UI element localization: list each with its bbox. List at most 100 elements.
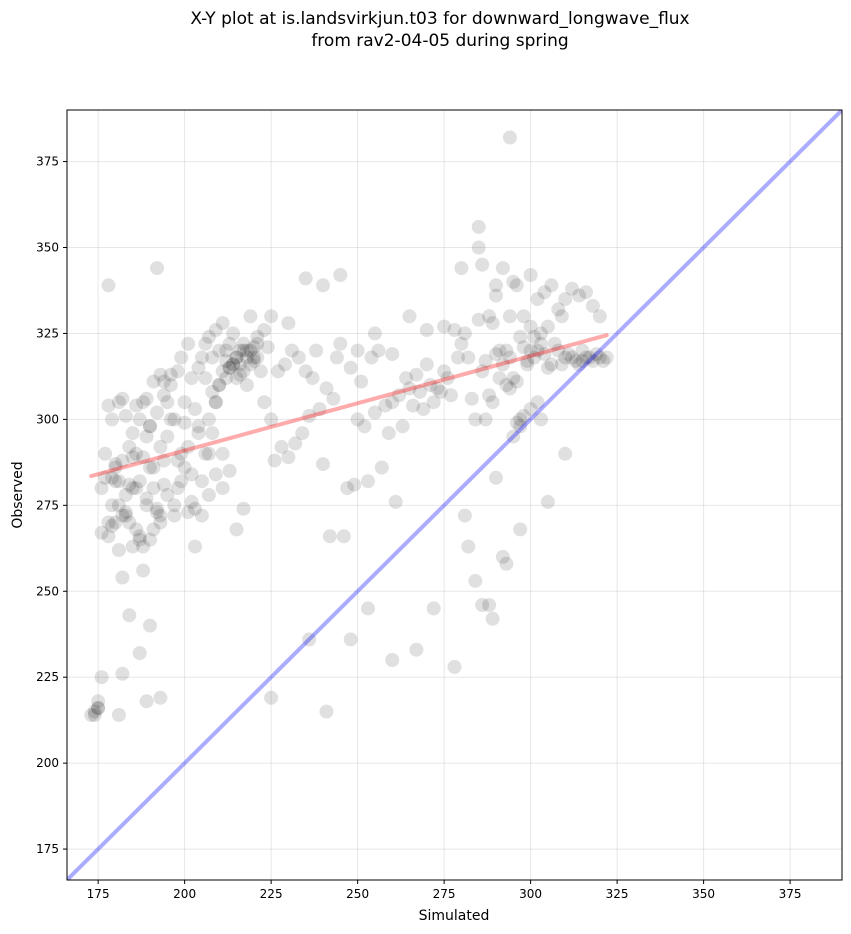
scatter-point: [160, 395, 175, 410]
scatter-point: [226, 326, 241, 341]
scatter-point: [302, 632, 317, 647]
grid: [67, 110, 842, 880]
scatter-point: [150, 501, 164, 516]
scatter-point: [198, 371, 213, 386]
scatter-point: [585, 353, 600, 368]
scatter-point: [243, 357, 258, 372]
scatter-point: [146, 522, 161, 537]
scatter-point: [212, 343, 227, 358]
scatter-point: [540, 319, 555, 334]
scatter-point: [163, 412, 178, 427]
scatter-point: [329, 350, 344, 365]
scatter-point: [447, 323, 462, 337]
scatter-point: [367, 326, 382, 341]
scatter-point: [264, 690, 279, 705]
scatter-point: [540, 494, 555, 509]
scatter-point: [361, 601, 375, 616]
scatter-point: [565, 281, 580, 296]
scatter-point: [125, 426, 140, 441]
scatter-point: [589, 347, 604, 362]
scatter-point: [343, 360, 358, 375]
scatter-point: [170, 453, 185, 468]
scatter-point: [129, 446, 144, 461]
scatter-point: [575, 353, 590, 368]
scatter-point: [444, 388, 458, 403]
scatter-point: [316, 278, 330, 293]
scatter-point: [399, 371, 414, 386]
scatter-point: [105, 518, 119, 533]
scatter-point: [523, 402, 538, 417]
scatter-point: [506, 371, 521, 386]
scatter-points: [84, 130, 614, 722]
scatter-point: [167, 498, 182, 513]
scatter-point: [354, 374, 369, 389]
scatter-point: [129, 398, 144, 413]
x-tick-label: 200: [173, 887, 196, 901]
scatter-point: [319, 704, 334, 719]
scatter-point: [139, 694, 154, 709]
scatter-point: [201, 329, 216, 344]
scatter-point: [122, 477, 137, 492]
scatter-point: [495, 261, 510, 276]
scatter-point: [482, 388, 497, 403]
scatter-point: [430, 381, 445, 396]
scatter-point: [260, 340, 275, 355]
scatter-point: [485, 316, 500, 331]
x-tick-label: 225: [260, 887, 283, 901]
scatter-point: [215, 364, 230, 379]
scatter-point: [516, 408, 531, 423]
scatter-point: [554, 309, 569, 324]
scatter-point: [191, 426, 206, 441]
scatter-point: [201, 446, 216, 461]
scatter-point: [222, 463, 237, 478]
scatter-point: [478, 412, 493, 427]
scatter-point: [163, 378, 178, 392]
scatter-point: [592, 350, 607, 365]
scatter-point: [118, 505, 133, 520]
scatter-point: [236, 501, 251, 516]
scatter-point: [596, 353, 611, 368]
scatter-point: [333, 268, 348, 282]
scatter-point: [215, 446, 230, 461]
scatter-point: [226, 357, 241, 372]
scatter-point: [111, 474, 126, 489]
scatter-point: [471, 240, 486, 255]
scatter-point: [336, 529, 351, 544]
scatter-point: [534, 412, 548, 427]
scatter-point: [305, 371, 320, 386]
scatter-point: [146, 481, 161, 496]
scatter-point: [84, 708, 99, 722]
scatter-point: [156, 388, 171, 403]
scatter-point: [513, 522, 528, 537]
scatter-point: [374, 460, 389, 475]
scatter-point: [236, 343, 251, 358]
scatter-point: [523, 343, 538, 358]
scatter-point: [561, 347, 576, 362]
scatter-point: [115, 666, 130, 681]
scatter-point: [150, 405, 164, 420]
scatter-point: [118, 408, 133, 423]
scatter-point: [489, 470, 503, 485]
scatter-point: [502, 381, 517, 396]
scatter-point: [174, 446, 189, 461]
scatter-point: [585, 298, 600, 313]
scatter-point: [146, 460, 161, 475]
scatter-point: [222, 360, 237, 375]
scatter-point: [111, 708, 126, 722]
scatter-point: [222, 360, 237, 375]
scatter-point: [170, 481, 185, 496]
scatter-point: [215, 316, 230, 331]
scatter-point: [87, 708, 102, 722]
scatter-point: [558, 292, 573, 307]
scatter-point: [527, 350, 542, 365]
scatter-point: [156, 477, 171, 492]
y-tick-label: 350: [36, 241, 59, 255]
scatter-point: [547, 336, 562, 351]
scatter-point: [143, 419, 157, 434]
scatter-point: [579, 285, 593, 300]
scatter-point: [495, 357, 510, 372]
scatter-point: [278, 357, 292, 372]
scatter-point: [239, 350, 254, 365]
chart-title-line-1: X-Y plot at is.landsvirkjun.t03 for down…: [190, 9, 690, 29]
scatter-point: [94, 670, 109, 685]
